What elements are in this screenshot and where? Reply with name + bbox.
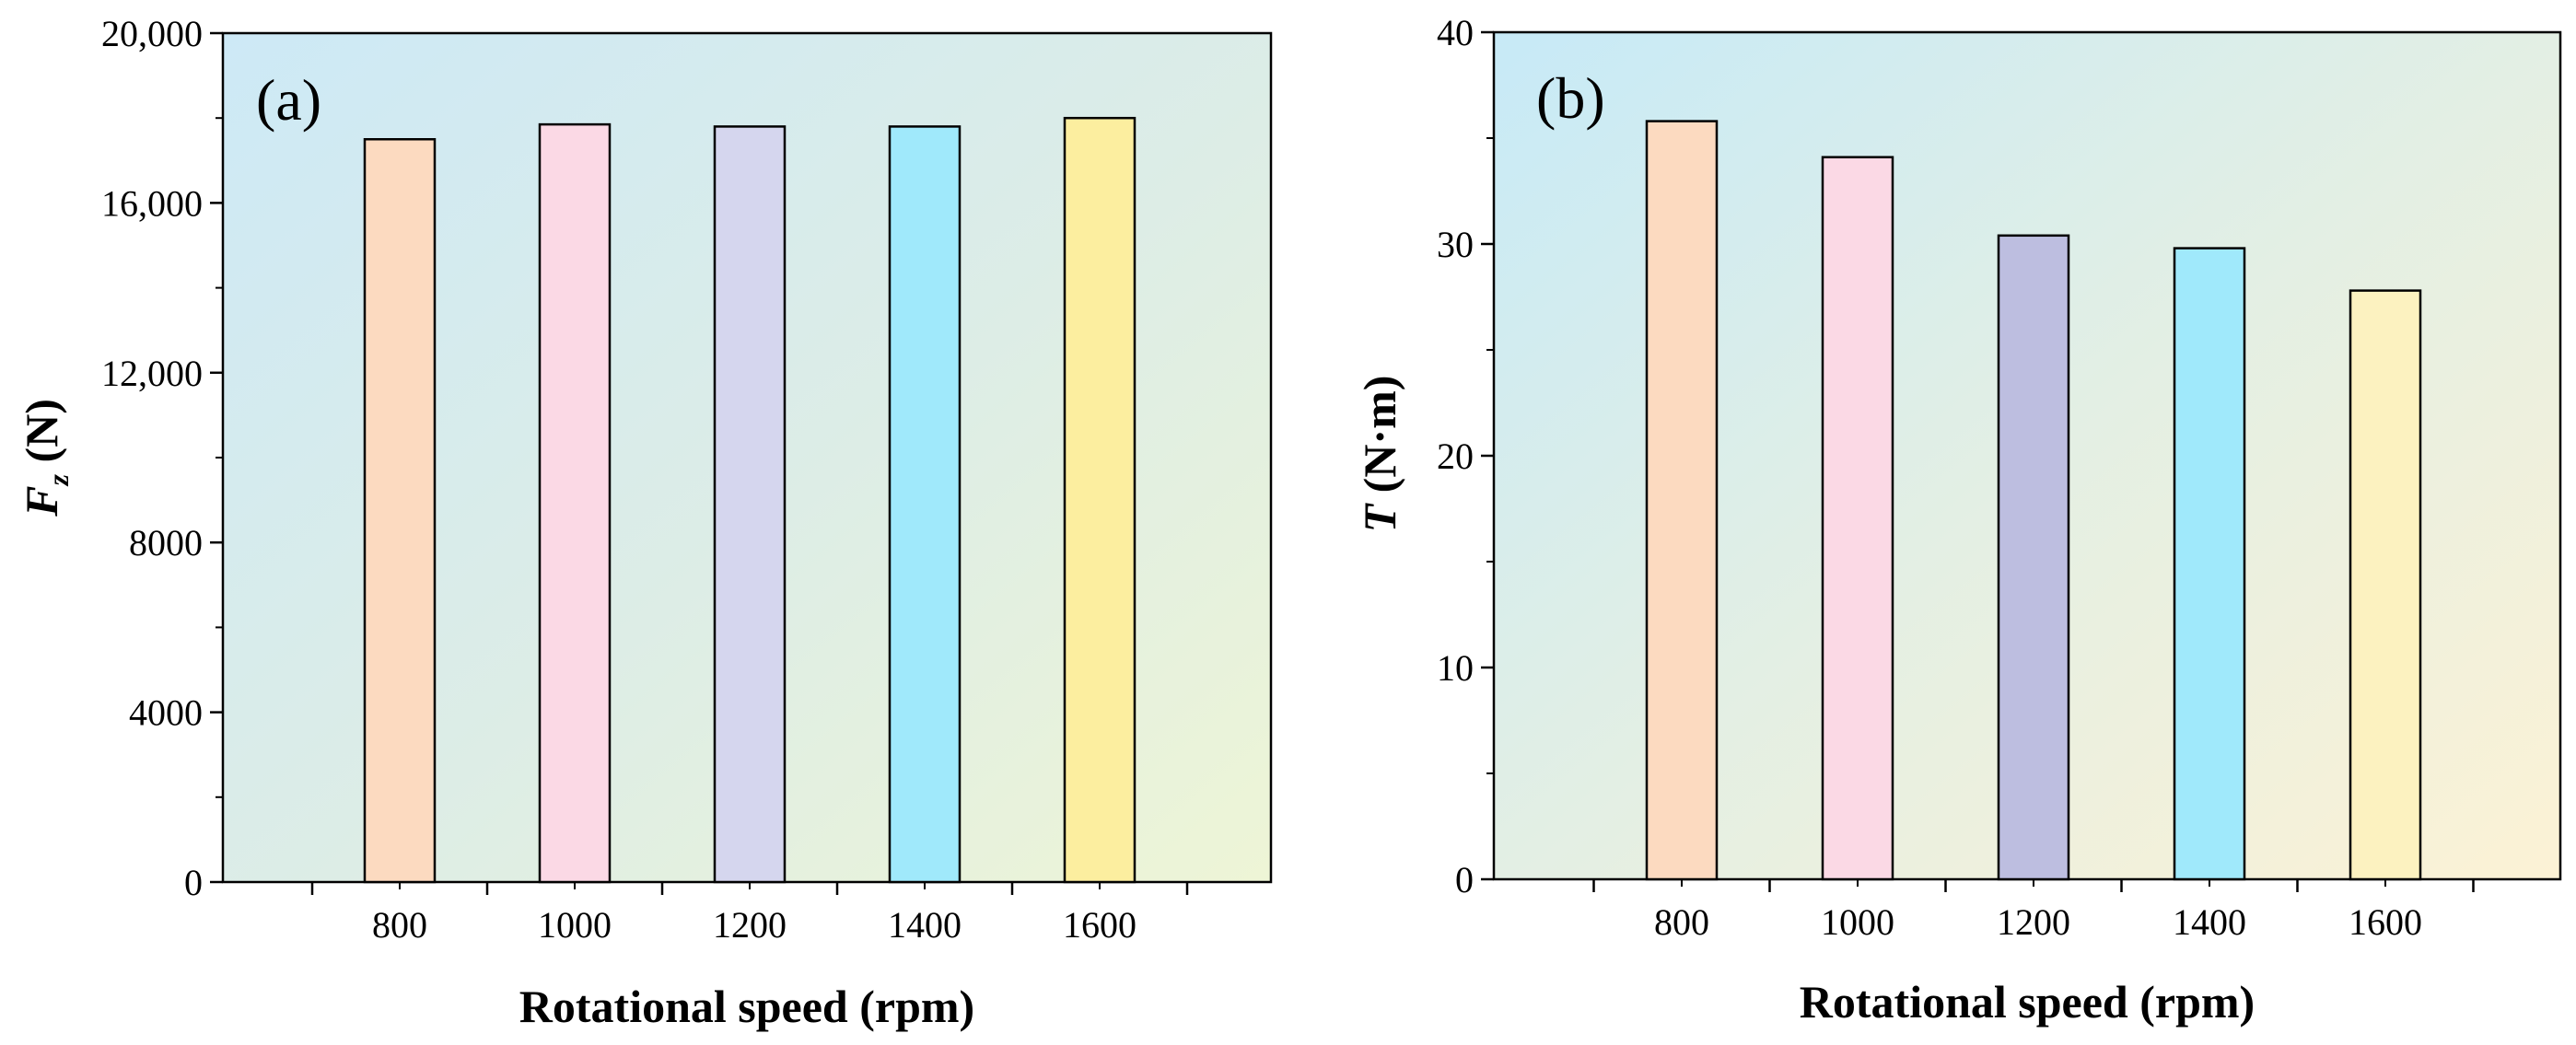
- x-tick-label-a-1000: 1000: [538, 904, 612, 946]
- y-tick-label-a: 8000: [129, 522, 203, 563]
- y-axis-title-b: T (N·m): [1354, 376, 1405, 533]
- y-tick-label-b: 0: [1455, 859, 1474, 900]
- y-tick-label-b: 20: [1437, 435, 1474, 477]
- y-tick-label-b: 40: [1437, 12, 1474, 53]
- x-tick-label-a-800: 800: [372, 904, 427, 946]
- x-tick-label-b-1400: 1400: [2173, 901, 2246, 943]
- bar-a-1400: [888, 125, 962, 884]
- panel-label-a: (a): [256, 67, 321, 133]
- y-tick-label-a: 20,000: [101, 13, 203, 54]
- y-axis-b: 0 10 20 30 40: [1437, 12, 1494, 900]
- bar-b-1000: [1821, 156, 1894, 881]
- bars-b: [1645, 120, 2422, 881]
- bar-b-1600: [2349, 289, 2422, 881]
- y-axis-title-a-unit: (N): [16, 399, 67, 474]
- bar-b-1200: [1997, 234, 2070, 881]
- x-tick-label-b-1600: 1600: [2349, 901, 2422, 943]
- y-tick-label-b: 10: [1437, 647, 1474, 689]
- bar-a-1600: [1063, 116, 1136, 884]
- bars-a: [363, 116, 1136, 884]
- y-axis-title-a: Fz (N): [16, 399, 75, 517]
- bar-a-800: [363, 138, 437, 884]
- bar-a-1200: [713, 125, 787, 884]
- x-tick-label-a-1200: 1200: [713, 904, 787, 946]
- x-axis-title-b: Rotational speed (rpm): [1800, 976, 2255, 1028]
- x-tick-label-a-1600: 1600: [1063, 904, 1136, 946]
- y-tick-label-a: 16,000: [101, 182, 203, 224]
- y-axis-title-b-symbol: T: [1354, 502, 1405, 532]
- y-tick-label-b: 30: [1437, 224, 1474, 265]
- x-tick-label-b-800: 800: [1654, 901, 1709, 943]
- y-axis-title-a-subscript: z: [41, 474, 75, 487]
- chart-panel-a: 0 4000 8000 12,000 16,000 20,000 800 1000 1200 1…: [16, 13, 1273, 1032]
- x-axis-title-a: Rotational speed (rpm): [519, 981, 974, 1032]
- y-axis-a: 0 4000 8000 12,000 16,000 20,000: [101, 13, 223, 903]
- bar-b-1400: [2173, 247, 2246, 881]
- x-axis-a: 800 1000 1200 1400 1600: [310, 882, 1189, 946]
- y-axis-title-a-symbol: F: [16, 486, 67, 517]
- x-tick-label-b-1000: 1000: [1821, 901, 1894, 943]
- bar-a-1000: [538, 122, 612, 884]
- chart-panel-b: 0 10 20 30 40 800 1000 1200 1400 1600 (b) Rotati…: [1354, 12, 2562, 1028]
- y-tick-label-a: 4000: [129, 692, 203, 734]
- y-tick-label-a: 0: [184, 862, 203, 903]
- x-tick-label-a-1400: 1400: [888, 904, 962, 946]
- panel-label-b: (b): [1536, 65, 1605, 131]
- x-axis-b: 800 1000 1200 1400 1600: [1592, 879, 2475, 943]
- x-tick-label-b-1200: 1200: [1997, 901, 2070, 943]
- y-axis-title-b-unit: (N·m): [1354, 376, 1405, 505]
- y-tick-label-a: 12,000: [101, 353, 203, 394]
- bar-b-800: [1645, 120, 1719, 881]
